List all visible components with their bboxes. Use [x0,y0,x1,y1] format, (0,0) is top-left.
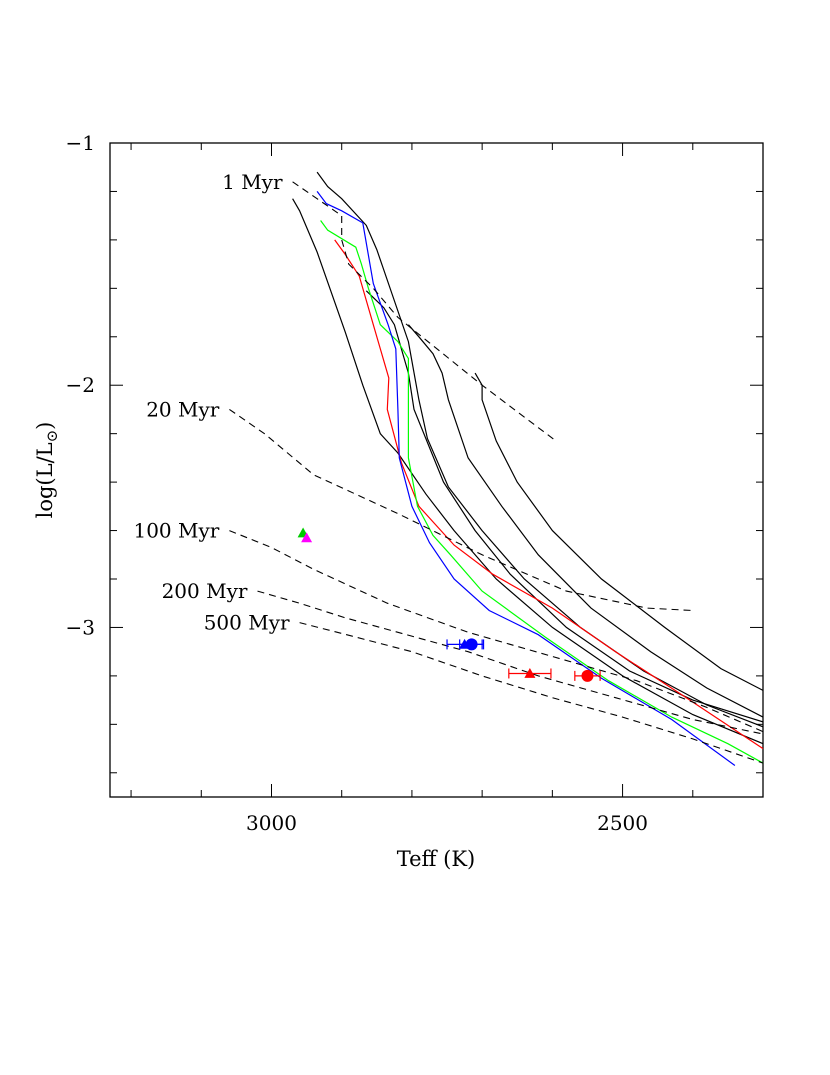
isochrone [229,408,693,612]
isochrone-label: 500 Myr [204,611,290,635]
evolutionary-track [334,239,764,750]
tick-labels: 3000 2500 −1 −2 −3 [66,131,649,835]
evolutionary-track [474,372,764,691]
evolutionary-track [320,220,764,764]
x-tick-label: 2500 [597,811,648,835]
data-point-triangle [301,532,313,543]
isochrone-lines: 1 Myr 20 Myr 100 Myr 200 Myr 500 Myr [133,170,764,764]
sun-symbol: ⊙ [43,430,61,443]
x-tick-label: 3000 [246,811,297,835]
y-tick-label: −2 [66,373,95,397]
isochrone-label: 1 Myr [222,170,283,194]
y-axis-label-main: log(L/L [33,442,57,518]
isochrone-label: 200 Myr [162,579,248,603]
plot-frame [109,142,764,798]
evolutionary-track [316,191,736,766]
data-point-triangle [459,638,471,649]
x-axis-label: Teff (K) [397,847,475,871]
axis-ticks [110,142,764,797]
data-point-circle [581,669,594,682]
evolutionary-track [365,290,764,723]
data-points [297,527,601,682]
y-tick-label: −3 [66,615,95,639]
isochrone-label: 20 Myr [146,397,220,421]
isochrone-label: 100 Myr [133,519,219,543]
isochrone [292,181,557,442]
evolutionary-track [407,324,764,718]
isochrone [257,590,764,735]
evolutionary-track [316,171,764,728]
y-axis-label-close: ) [33,422,57,430]
y-tick-label: −1 [66,131,95,155]
evolutionary-tracks [292,171,764,766]
evolutionary-track [292,198,764,745]
data-point-triangle [524,667,536,678]
isochrone [229,530,764,733]
isochrone [299,622,764,764]
y-axis-label: log(L/L⊙) [33,422,61,519]
